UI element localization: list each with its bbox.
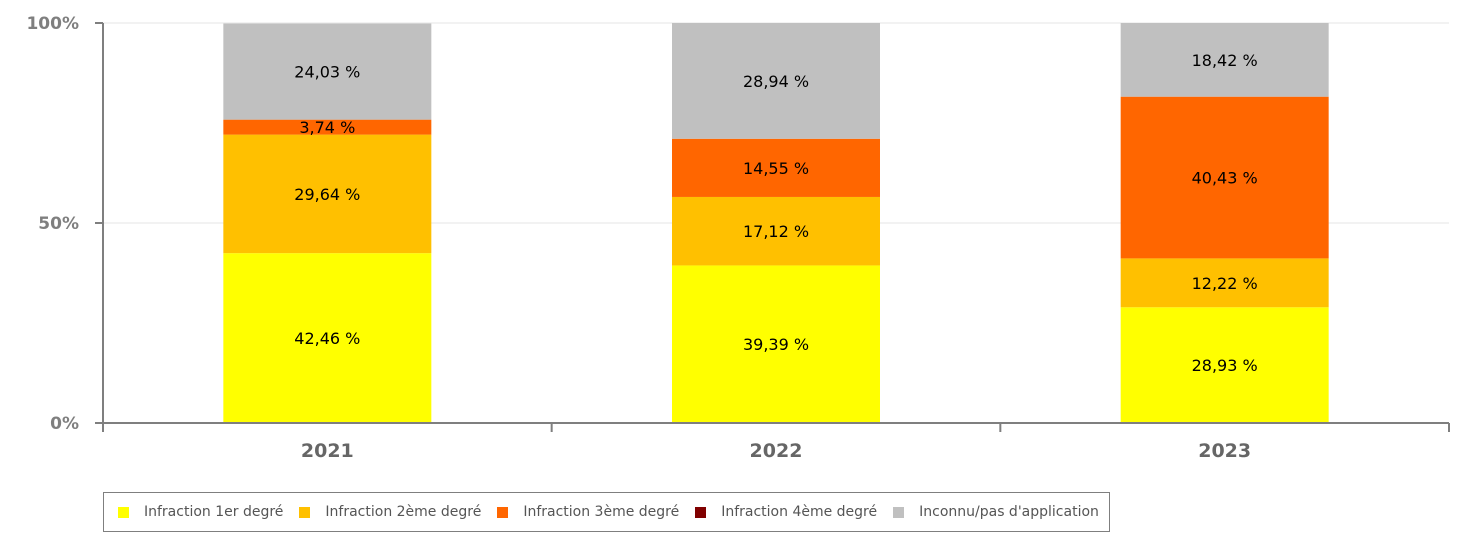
legend-label: Infraction 2ème degré	[325, 504, 482, 520]
legend-swatch	[497, 506, 509, 518]
bar-segment	[672, 196, 880, 266]
x-tick-label: 2023	[1198, 440, 1251, 462]
data-label: 42,46 %	[294, 329, 360, 348]
bar-segment	[223, 23, 432, 120]
bar-segment	[223, 134, 432, 254]
bar-segment	[1120, 23, 1329, 97]
data-label: 12,22 %	[1192, 274, 1258, 293]
data-label: 14,55 %	[743, 159, 809, 178]
bar-segment	[672, 138, 880, 197]
data-label: 40,43 %	[1192, 169, 1258, 188]
legend-item: Inconnu/pas d'application	[893, 504, 1099, 520]
y-tick-label: 0%	[50, 414, 79, 434]
x-tick-label: 2021	[301, 440, 354, 462]
data-label: 39,39 %	[743, 335, 809, 354]
bar-segment	[1120, 307, 1329, 423]
legend-label: Infraction 1er degré	[144, 504, 284, 520]
legend-swatch	[118, 506, 129, 518]
bar-segment	[672, 23, 880, 139]
y-tick-label: 50%	[38, 214, 79, 234]
data-label: 18,42 %	[1192, 51, 1258, 70]
legend-label: Infraction 4ème degré	[721, 504, 878, 520]
legend-label: Inconnu/pas d'application	[919, 504, 1099, 520]
bar-segment	[1120, 258, 1329, 308]
legend-item: Infraction 4ème degré	[695, 504, 877, 520]
data-label: 3,74 %	[299, 118, 355, 137]
legend: Infraction 1er degré Infraction 2ème degr…	[103, 492, 1110, 532]
stacked-bar-chart: 0% 50% 100% 42,46 % 29,64 % 3,74 % 24,03 % 2021…	[26, 14, 1450, 462]
data-label: 28,93 %	[1192, 356, 1258, 375]
data-label: 28,94 %	[743, 72, 809, 91]
data-label: 17,12 %	[743, 222, 809, 241]
x-tick-label: 2022	[750, 440, 803, 462]
y-tick-label: 100%	[26, 14, 79, 34]
legend-swatch	[893, 506, 905, 518]
data-label: 29,64 %	[294, 185, 360, 204]
bar-segment	[672, 265, 880, 423]
legend-item: Infraction 2ème degré	[299, 504, 481, 520]
legend-label: Infraction 3ème degré	[523, 504, 680, 520]
legend-item: Infraction 1er degré	[118, 504, 283, 520]
legend-swatch	[299, 506, 311, 518]
legend-item: Infraction 3ème degré	[497, 504, 679, 520]
data-label: 24,03 %	[294, 63, 360, 82]
bar-segment	[223, 119, 432, 135]
bar-segment	[1120, 96, 1329, 259]
bar-segment	[223, 253, 432, 423]
legend-swatch	[695, 506, 707, 518]
